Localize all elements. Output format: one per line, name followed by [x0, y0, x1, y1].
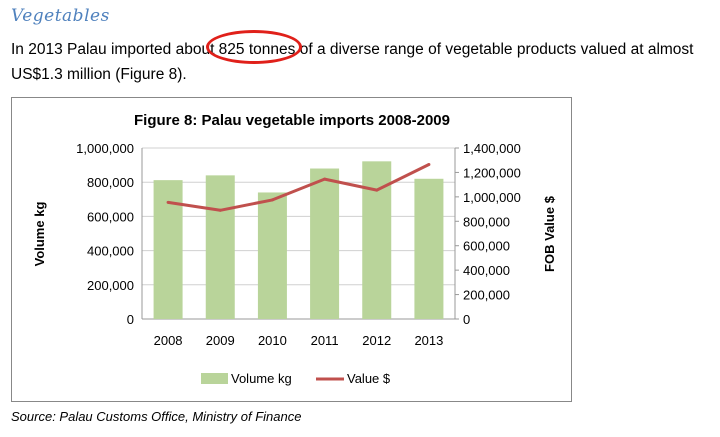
- value-point-2008: [166, 200, 170, 204]
- y-tick-label: 800,000: [87, 175, 134, 190]
- source-note: Source: Palau Customs Office, Ministry o…: [11, 409, 302, 424]
- intro-paragraph: In 2013 Palau imported about 825 tonnes …: [11, 37, 711, 87]
- value-series-line: [167, 163, 430, 212]
- y-axis-label: Volume kg: [32, 202, 47, 267]
- paragraph-text-end: of a diverse range of vegetable products…: [11, 41, 694, 83]
- y2-tick-label: 1,200,000: [463, 165, 521, 180]
- bar-volume-2009: [205, 175, 235, 319]
- legend-volume-swatch: [201, 373, 228, 384]
- legend-value-label: Value $: [347, 371, 391, 386]
- value-point-2010: [270, 198, 274, 202]
- y2-tick-label: 0: [463, 312, 470, 327]
- highlight-circle: [206, 30, 302, 64]
- x-tick-label: 2009: [206, 333, 235, 348]
- value-point-2009: [218, 208, 222, 212]
- y2-tick-label: 1,400,000: [463, 141, 521, 156]
- x-tick-label: 2010: [258, 333, 287, 348]
- y2-axis-label: FOB Value $: [542, 195, 557, 272]
- value-point-2013: [427, 162, 431, 166]
- y2-tick-label: 800,000: [463, 214, 510, 229]
- legend: Volume kg Value $: [201, 371, 391, 386]
- y-tick-label: 600,000: [87, 209, 134, 224]
- x-tick-label: 2013: [414, 333, 443, 348]
- value-point-2012: [375, 188, 379, 192]
- x-tick-label: 2012: [362, 333, 391, 348]
- x-tick-label: 2008: [154, 333, 183, 348]
- bar-volume-2010: [257, 192, 287, 319]
- chart-title: Figure 8: Palau vegetable imports 2008-2…: [134, 112, 450, 129]
- paragraph-text-start: In 2013 Palau imported abo: [11, 41, 202, 58]
- y-tick-label: 400,000: [87, 244, 134, 259]
- y-tick-label: 1,000,000: [76, 141, 134, 156]
- y2-tick-label: 600,000: [463, 239, 510, 254]
- figure-8-chart: Figure 8: Palau vegetable imports 2008-2…: [32, 112, 557, 386]
- y-tick-label: 0: [127, 312, 134, 327]
- y2-tick-label: 400,000: [463, 263, 510, 278]
- section-heading: Vegetables: [11, 6, 110, 26]
- y2-tick-label: 200,000: [463, 288, 510, 303]
- bar-volume-2011: [310, 168, 340, 319]
- y-tick-label: 200,000: [87, 278, 134, 293]
- value-point-2011: [323, 177, 327, 181]
- x-tick-label: 2011: [311, 333, 339, 348]
- legend-volume-label: Volume kg: [231, 371, 292, 386]
- y2-tick-label: 1,000,000: [463, 190, 521, 205]
- chart-frame: Figure 8: Palau vegetable imports 2008-2…: [11, 97, 572, 402]
- bar-volume-2013: [414, 178, 444, 319]
